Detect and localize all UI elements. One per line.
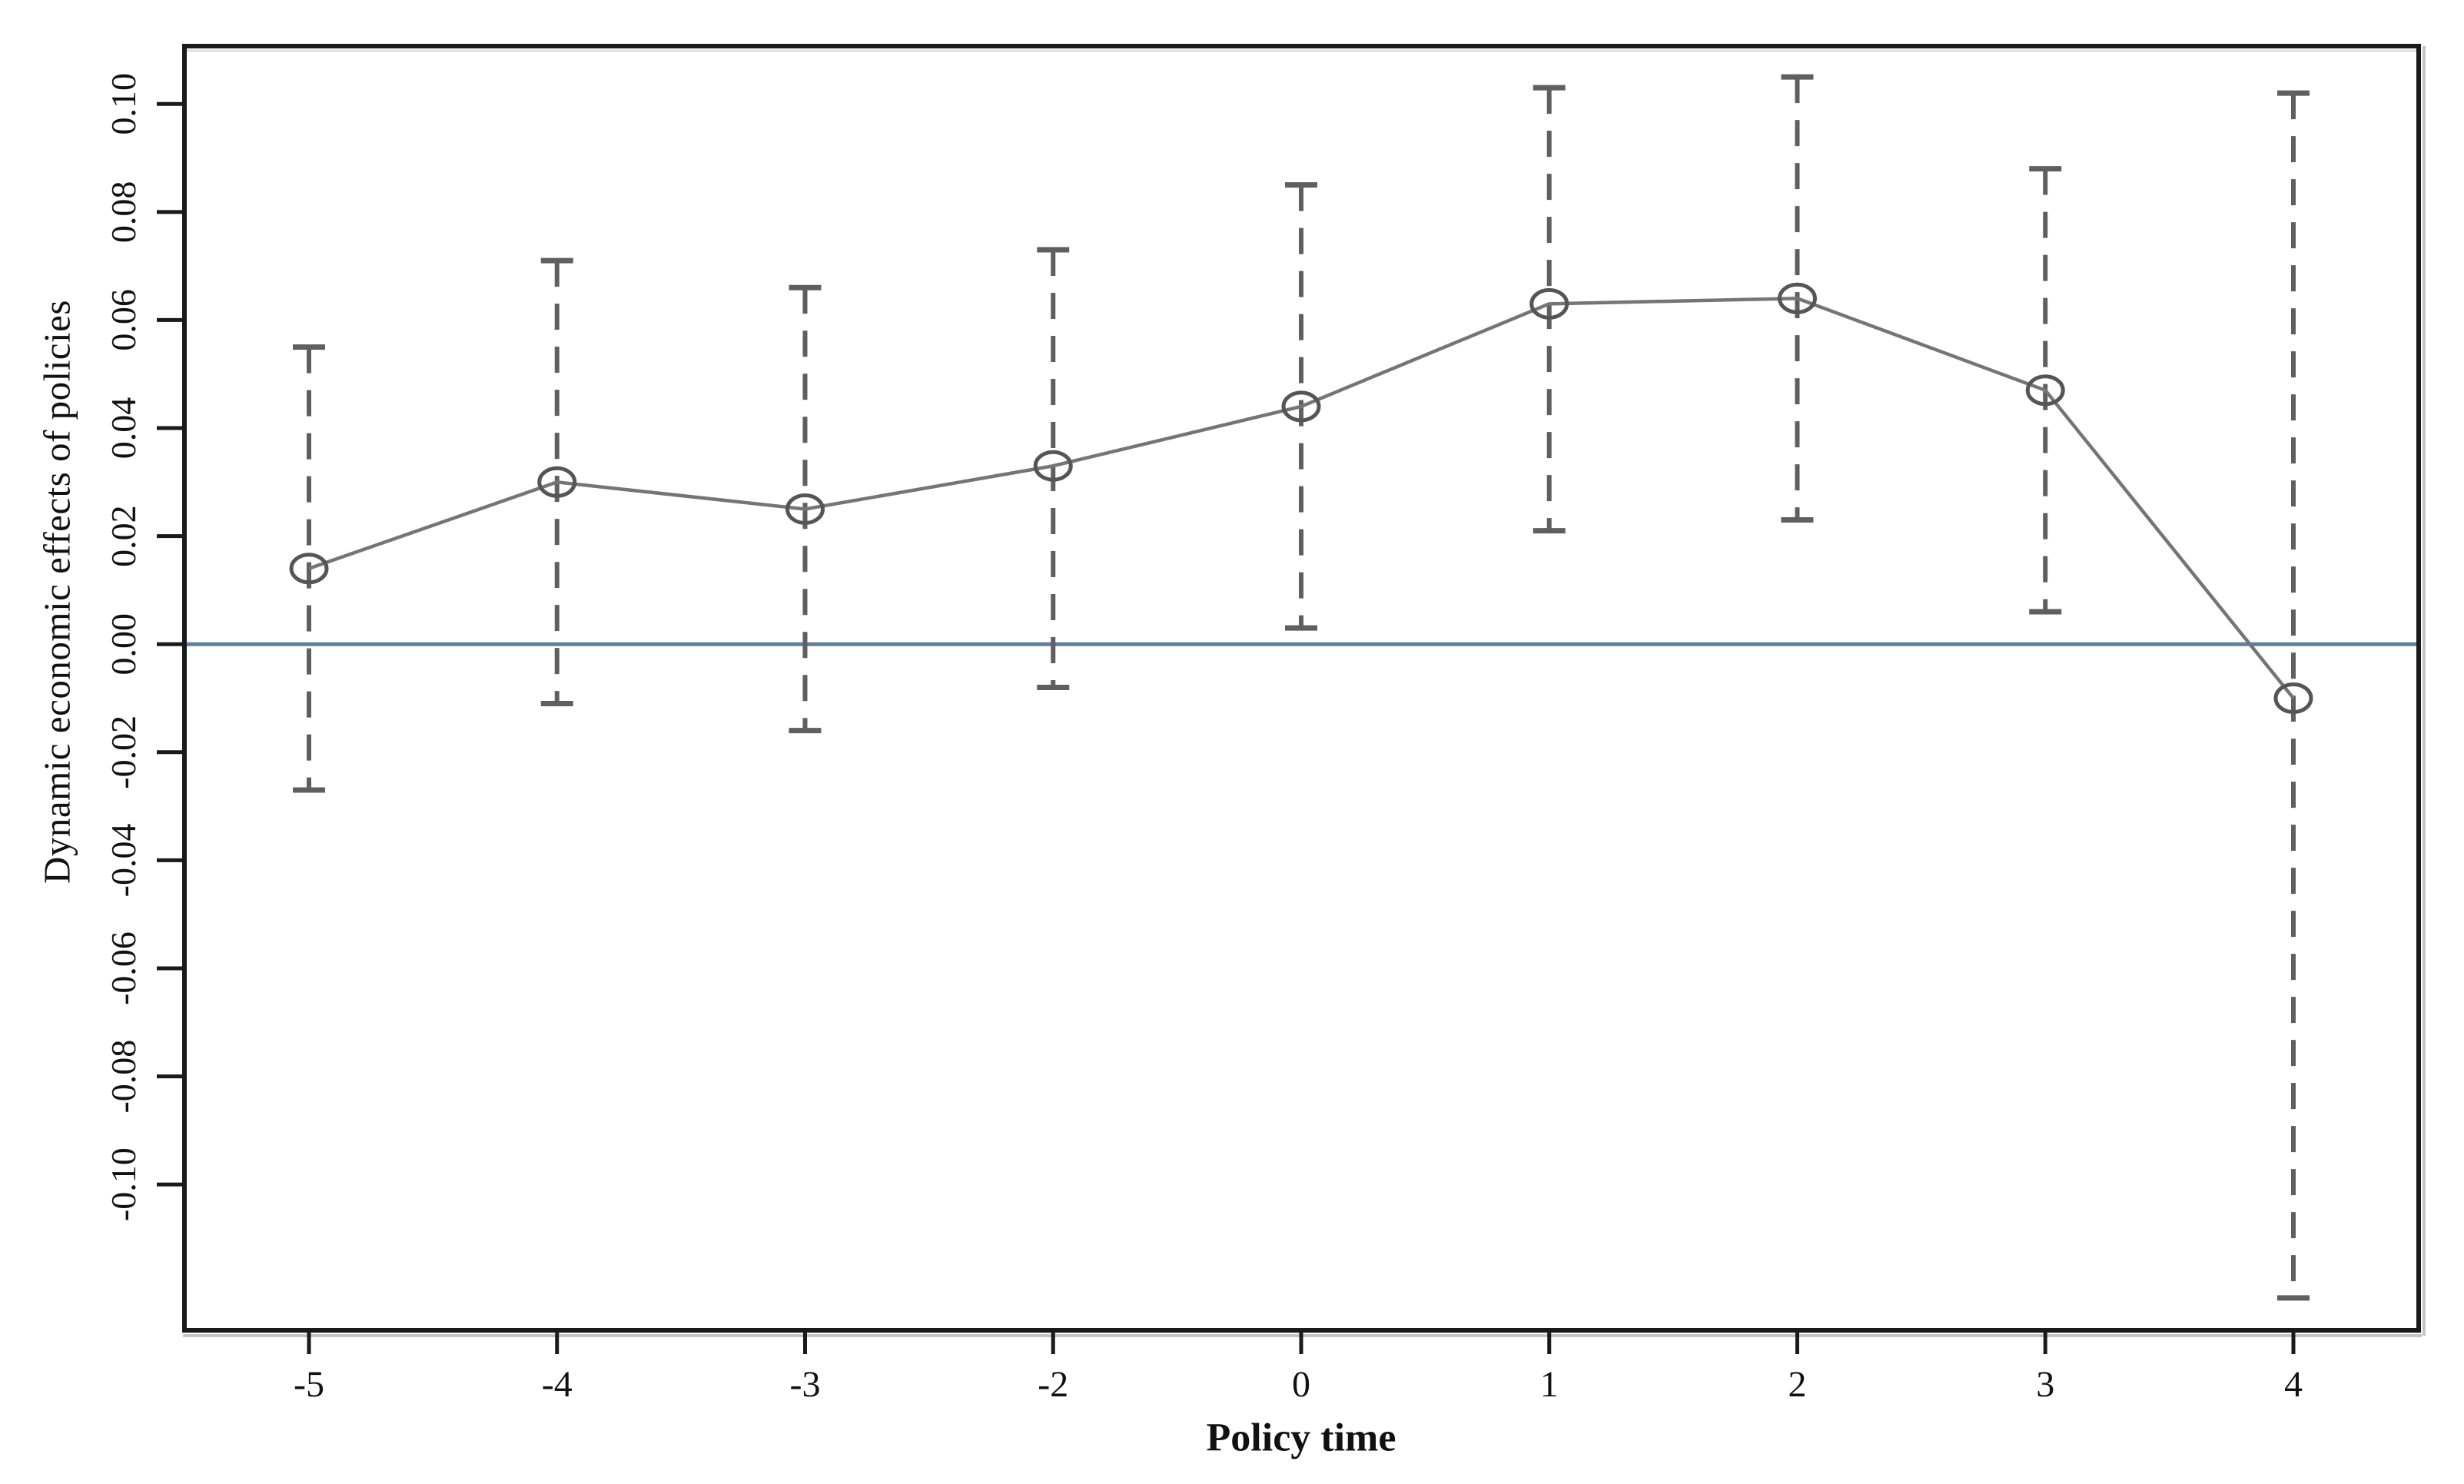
series-line (308, 297, 2295, 699)
y-tick-label: -0.06 (104, 931, 143, 1005)
x-tick-label: 3 (2036, 1364, 2054, 1405)
data-point-marker (2273, 682, 2313, 715)
y-tick-label: 0.10 (104, 73, 143, 135)
plot-border (182, 44, 2421, 1333)
data-point-marker (289, 553, 329, 585)
y-tick-label: 0.04 (104, 397, 143, 460)
x-tick-label: 4 (2284, 1364, 2303, 1405)
data-point-marker (1033, 450, 1073, 482)
x-tick-label: -4 (542, 1364, 573, 1405)
x-tick-label: -2 (1038, 1364, 1068, 1405)
y-tick-label: -0.10 (104, 1147, 143, 1221)
y-tick-label: -0.02 (104, 715, 143, 789)
data-point-marker (2025, 374, 2065, 407)
x-axis-title: Policy time (1206, 1416, 1396, 1460)
data-point-marker (1778, 282, 1817, 314)
y-tick-label: 0.06 (104, 289, 143, 351)
x-tick-label: 2 (1788, 1364, 1807, 1405)
data-point-marker (1281, 390, 1321, 423)
y-tick-label: 0.00 (104, 613, 143, 676)
y-tick-label: -0.04 (104, 823, 143, 897)
x-tick-label: -5 (294, 1364, 324, 1405)
data-point-marker (785, 493, 825, 525)
x-tick-label: -3 (790, 1364, 821, 1405)
y-axis-title: Dynamic economic effects of policies (35, 300, 78, 884)
y-tick-label: 0.08 (104, 181, 143, 244)
y-tick-label: -0.08 (104, 1040, 143, 1114)
y-tick-label: 0.02 (104, 505, 143, 567)
x-tick-label: 1 (1540, 1364, 1559, 1405)
x-tick-label: 0 (1292, 1364, 1310, 1405)
data-point-marker (537, 466, 577, 498)
data-point-marker (1529, 287, 1569, 320)
